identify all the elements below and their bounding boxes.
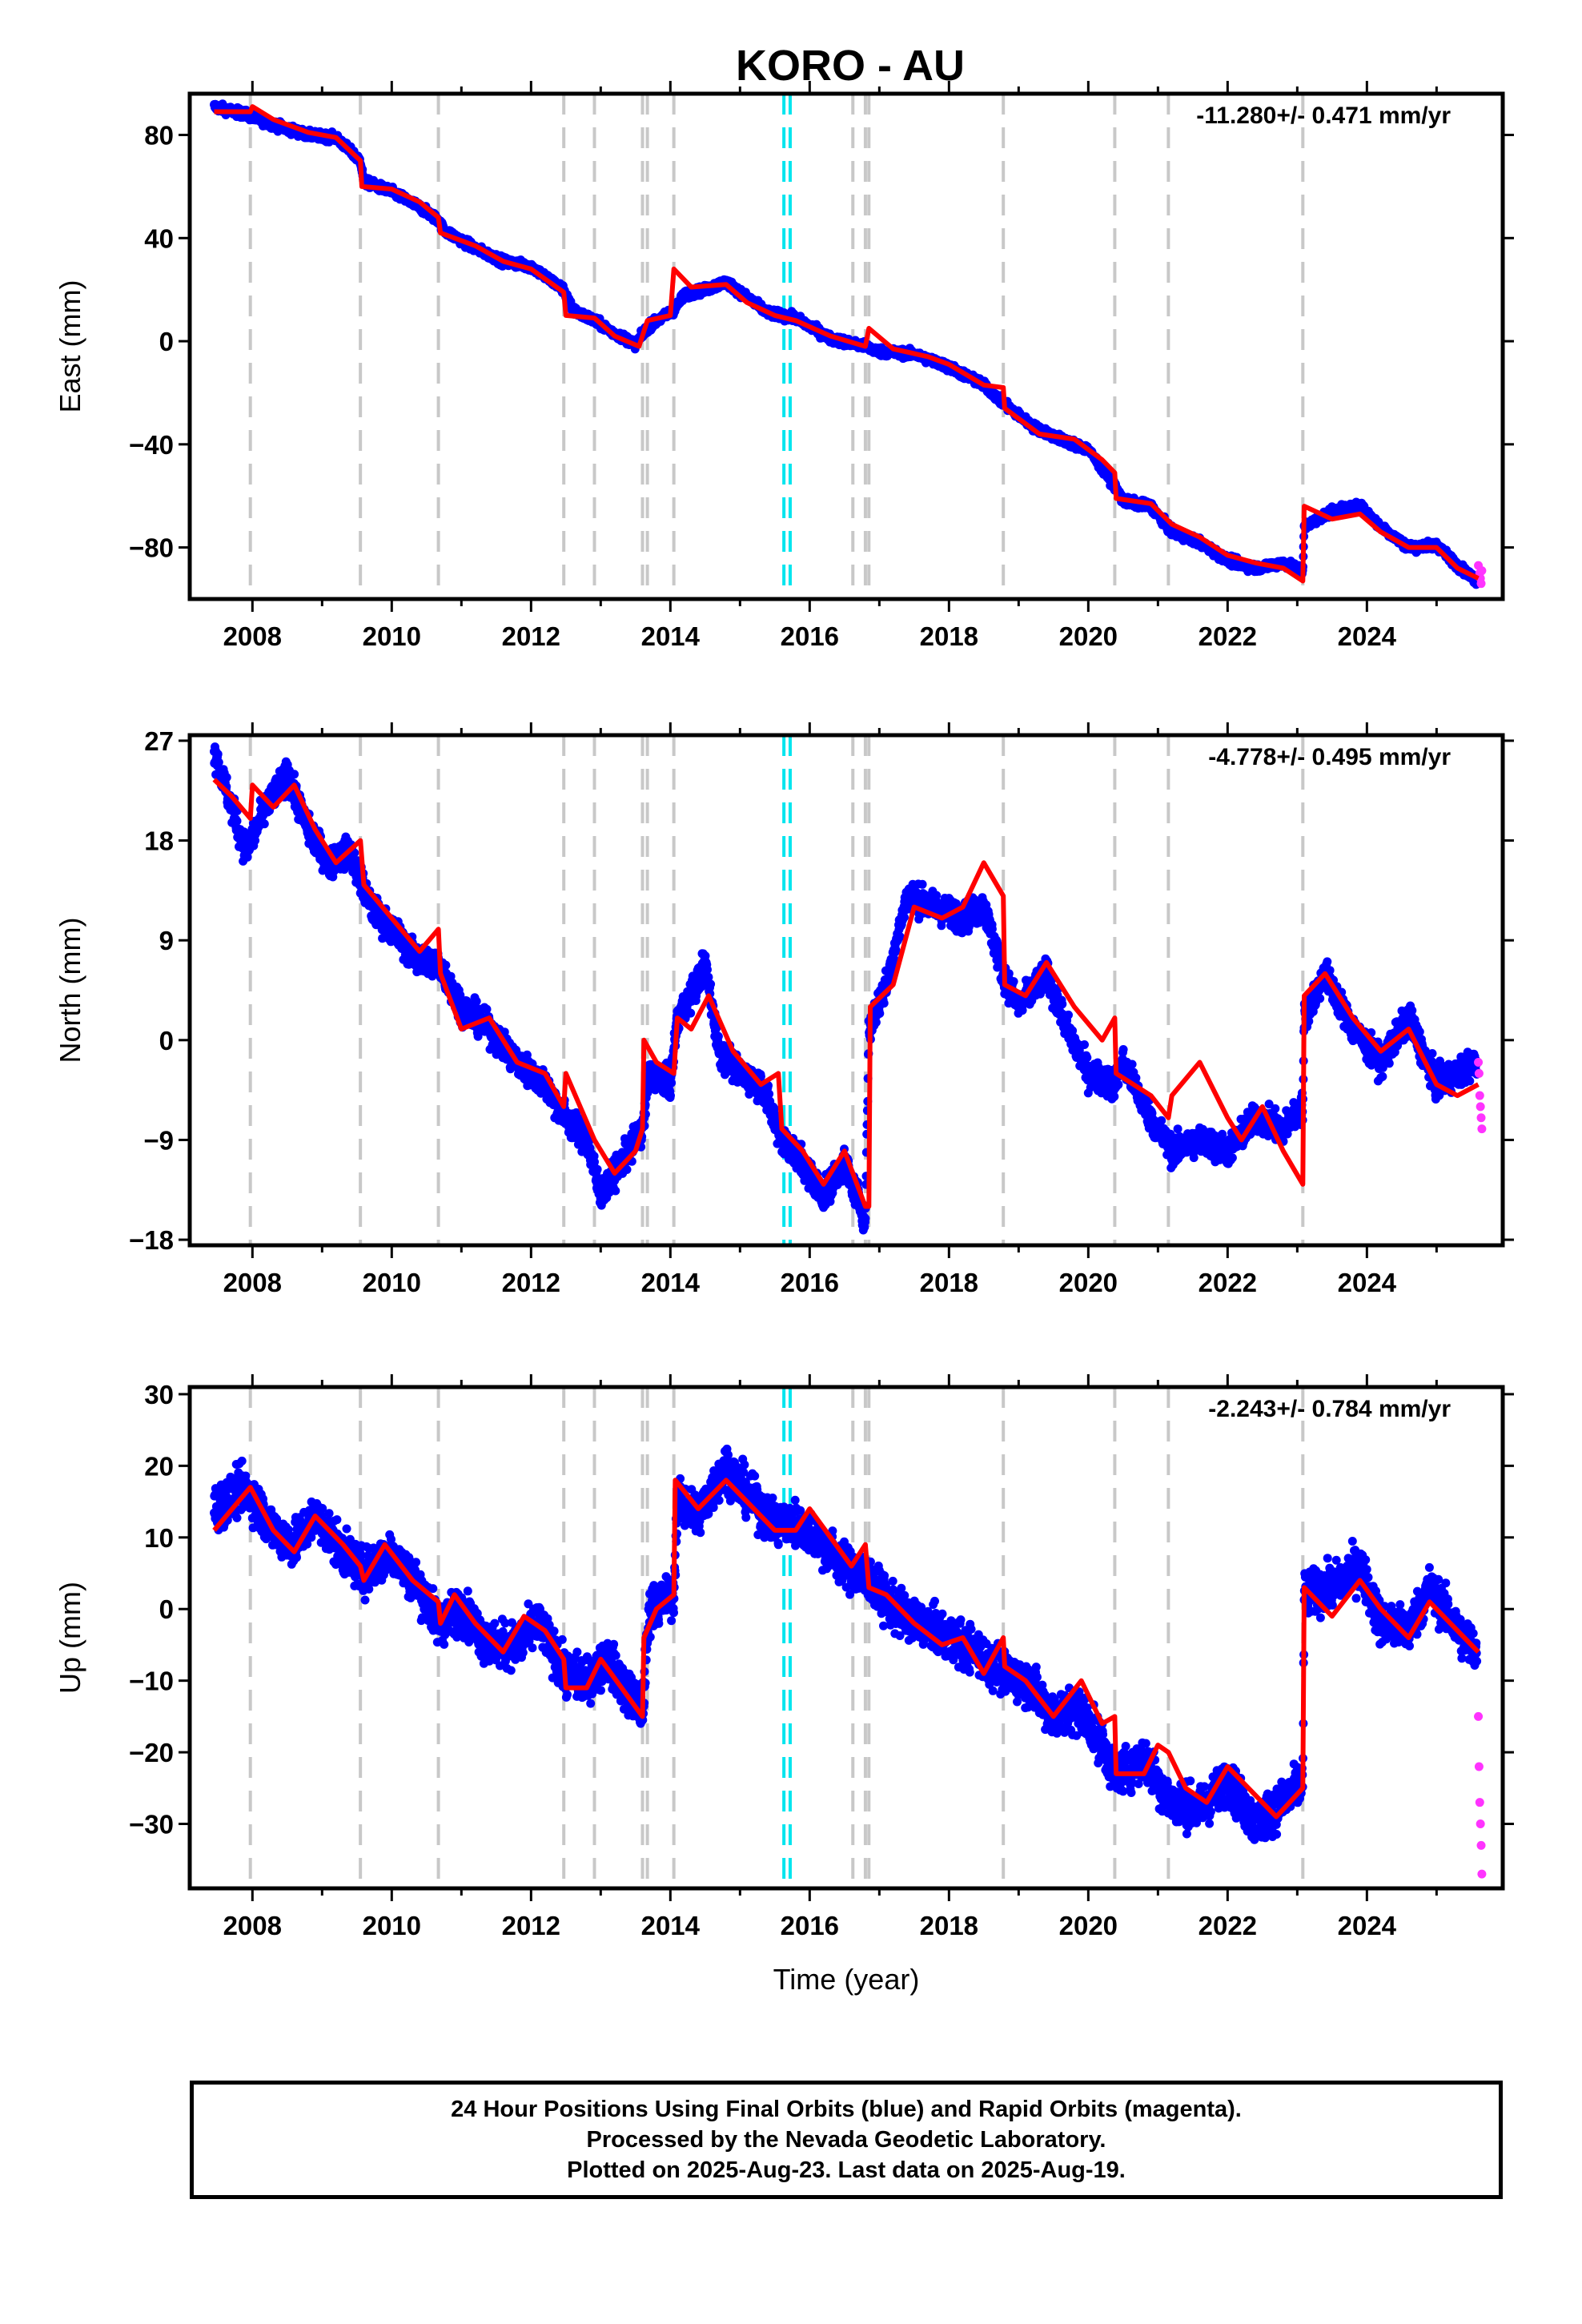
y-tick-label: −80 xyxy=(129,533,174,563)
data-point xyxy=(214,758,223,767)
east-frame xyxy=(187,91,1505,601)
data-point xyxy=(290,770,299,779)
x-tick-label: 2014 xyxy=(641,621,701,651)
east-plot-area xyxy=(210,94,1487,599)
panel-east: −80 −40 0 40 80 2008 2010 2012 2014 2016 2018 2020 2… xyxy=(54,81,1514,651)
rapid-point xyxy=(1477,566,1487,576)
y-tick-label: −40 xyxy=(129,430,174,460)
east-rate-label: -11.280+/- 0.471 mm/yr xyxy=(1196,103,1451,129)
east-model-line xyxy=(214,104,1480,584)
x-tick-label: 2012 xyxy=(502,621,560,651)
x-tick-label: 2020 xyxy=(1059,621,1118,651)
x-tick-label: 2024 xyxy=(1338,621,1397,651)
x-tick-label: 2008 xyxy=(223,621,282,651)
east-y-axis-label: East (mm) xyxy=(54,280,86,413)
chart-title: KORO - AU xyxy=(736,42,965,90)
data-point xyxy=(232,816,242,826)
x-tick-label: 2018 xyxy=(920,621,978,651)
panels: −80 −40 0 40 80 2008 2010 2012 2014 2016 2018 2020 2… xyxy=(54,81,1514,1940)
north-plot-area xyxy=(210,735,1487,1245)
y-tick-label: 0 xyxy=(159,327,174,356)
y-tick-label: 80 xyxy=(144,121,174,151)
x-tick-label: 2022 xyxy=(1199,621,1257,651)
y-tick-label: 40 xyxy=(144,223,174,253)
rapid-point xyxy=(1476,579,1486,589)
x-tick-label: 2010 xyxy=(363,621,421,651)
x-tick-label: 2016 xyxy=(781,621,839,651)
east-final-orbit-points xyxy=(210,99,1482,589)
data-point xyxy=(222,773,231,782)
data-point xyxy=(213,750,223,759)
data-point xyxy=(259,819,269,829)
